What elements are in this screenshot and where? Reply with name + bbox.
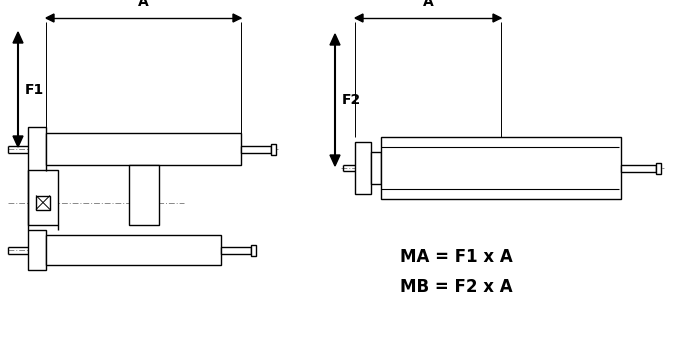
Bar — [355, 142, 371, 194]
Polygon shape — [13, 32, 23, 43]
Text: MA = F1 x A: MA = F1 x A — [400, 248, 513, 266]
Polygon shape — [493, 14, 501, 22]
Polygon shape — [233, 14, 241, 22]
Polygon shape — [355, 14, 363, 22]
Polygon shape — [13, 136, 23, 147]
Bar — [241, 145, 271, 153]
Bar — [28, 230, 46, 270]
Bar — [221, 247, 251, 253]
Bar — [271, 144, 276, 155]
Text: A: A — [422, 0, 433, 9]
Bar — [251, 245, 256, 255]
Bar — [28, 127, 46, 171]
Polygon shape — [330, 34, 340, 45]
Bar — [656, 162, 661, 173]
Bar — [371, 152, 381, 184]
Polygon shape — [46, 14, 54, 22]
Polygon shape — [330, 155, 340, 166]
Bar — [28, 170, 58, 225]
Text: F2: F2 — [342, 93, 362, 107]
Bar — [36, 196, 50, 210]
Bar — [621, 165, 656, 171]
Bar — [46, 235, 221, 265]
Text: F1: F1 — [25, 82, 44, 96]
Bar — [381, 137, 621, 199]
Bar — [46, 133, 241, 165]
Text: A: A — [138, 0, 149, 9]
Text: MB = F2 x A: MB = F2 x A — [400, 278, 512, 296]
Bar — [128, 165, 158, 225]
